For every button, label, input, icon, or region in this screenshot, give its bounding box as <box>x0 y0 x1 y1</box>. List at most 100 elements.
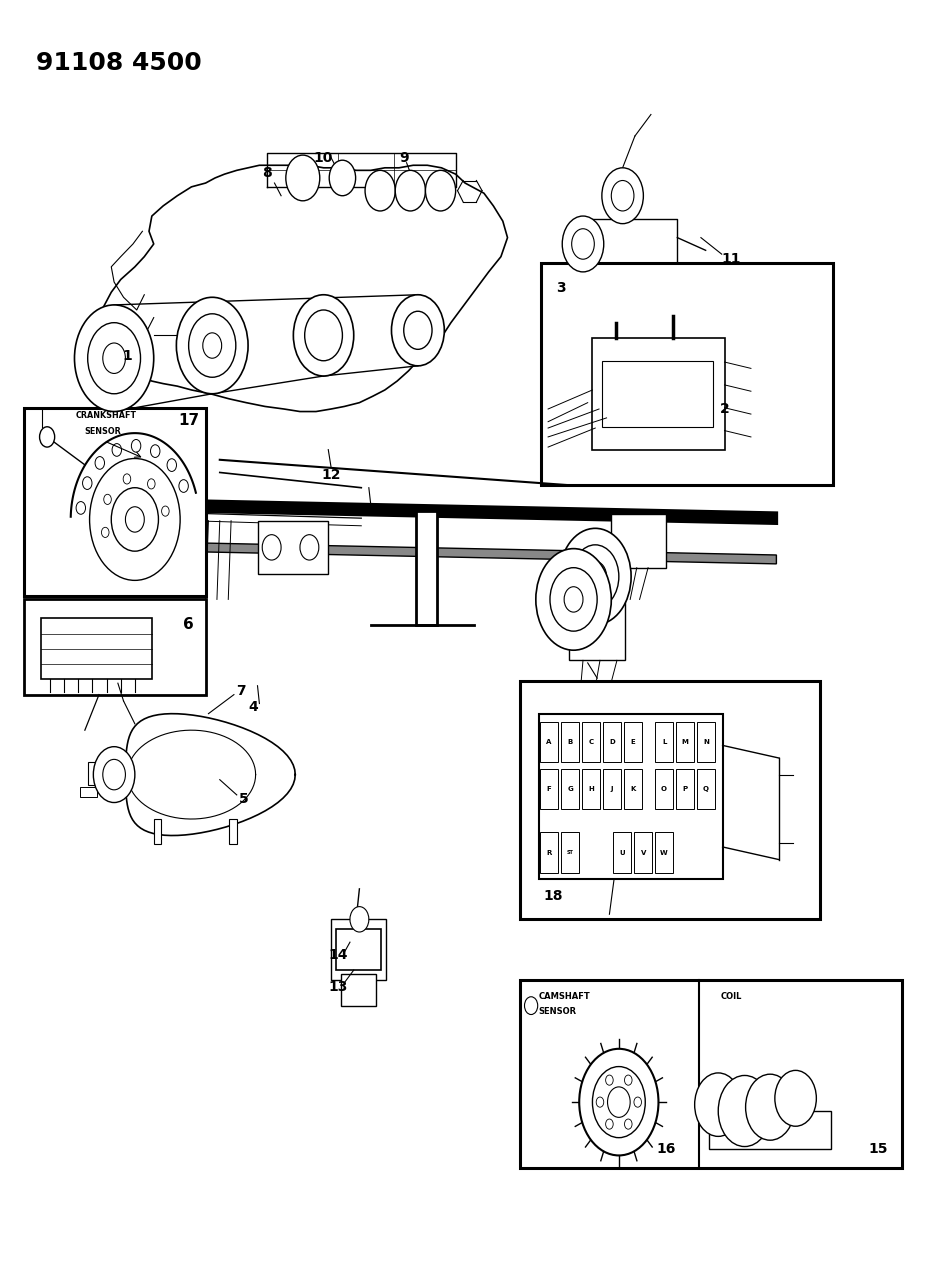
Circle shape <box>579 1049 659 1155</box>
Bar <box>520 980 902 1168</box>
Circle shape <box>177 297 248 394</box>
Bar <box>80 787 97 797</box>
Bar <box>582 722 600 762</box>
Text: R: R <box>547 849 551 856</box>
Text: CAMSHAFT: CAMSHAFT <box>539 992 590 1001</box>
Text: U: U <box>620 849 625 856</box>
Circle shape <box>103 495 111 505</box>
Bar <box>655 722 673 762</box>
Circle shape <box>262 534 281 560</box>
Circle shape <box>624 1075 632 1085</box>
Circle shape <box>365 171 395 210</box>
Circle shape <box>350 907 369 932</box>
Circle shape <box>93 747 135 802</box>
Text: 6: 6 <box>183 617 194 632</box>
Circle shape <box>718 1075 772 1146</box>
Polygon shape <box>168 542 776 564</box>
Circle shape <box>102 760 125 789</box>
Text: 1: 1 <box>122 348 132 362</box>
Bar <box>416 510 437 625</box>
Bar <box>709 1111 831 1149</box>
Circle shape <box>111 488 158 551</box>
Circle shape <box>161 506 169 516</box>
Circle shape <box>571 228 594 259</box>
Bar <box>540 833 558 873</box>
Circle shape <box>102 528 109 538</box>
Text: B: B <box>568 740 572 745</box>
Polygon shape <box>168 500 776 523</box>
Text: 18: 18 <box>544 890 563 904</box>
Circle shape <box>112 444 121 456</box>
Circle shape <box>403 311 432 349</box>
Bar <box>611 514 666 567</box>
Text: J: J <box>610 787 613 792</box>
Bar <box>603 769 621 810</box>
Bar <box>623 769 642 810</box>
Text: 91108 4500: 91108 4500 <box>36 51 201 75</box>
Bar <box>623 722 642 762</box>
Circle shape <box>607 1086 630 1117</box>
Circle shape <box>151 445 160 458</box>
Bar <box>331 919 386 980</box>
Text: 4: 4 <box>366 504 376 518</box>
Circle shape <box>203 333 222 358</box>
Circle shape <box>602 168 643 223</box>
Circle shape <box>76 501 85 514</box>
Text: E: E <box>630 740 635 745</box>
Circle shape <box>605 1119 613 1130</box>
Bar <box>561 769 579 810</box>
Bar <box>41 618 152 680</box>
Circle shape <box>305 310 343 361</box>
Circle shape <box>300 534 319 560</box>
Circle shape <box>425 171 456 210</box>
Bar <box>561 722 579 762</box>
Circle shape <box>293 295 354 376</box>
Text: A: A <box>547 740 551 745</box>
Text: 2: 2 <box>719 402 730 416</box>
Circle shape <box>559 528 631 625</box>
Circle shape <box>40 427 55 448</box>
Text: N: N <box>703 740 709 745</box>
Circle shape <box>131 440 140 453</box>
Circle shape <box>562 215 604 272</box>
Circle shape <box>87 323 140 394</box>
Text: C: C <box>588 740 593 745</box>
Bar <box>336 929 381 970</box>
Text: COIL: COIL <box>720 992 741 1001</box>
Bar <box>613 833 631 873</box>
Text: 5: 5 <box>238 792 249 806</box>
Text: D: D <box>609 740 615 745</box>
Circle shape <box>89 459 180 580</box>
Circle shape <box>395 171 425 210</box>
Bar <box>655 833 673 873</box>
Text: 3: 3 <box>556 282 567 296</box>
Bar <box>24 599 206 695</box>
Text: 9: 9 <box>399 150 409 164</box>
Text: 8: 8 <box>262 166 271 180</box>
Bar <box>592 338 724 450</box>
Text: 10: 10 <box>314 150 333 164</box>
Circle shape <box>550 567 597 631</box>
Circle shape <box>525 997 538 1015</box>
Text: V: V <box>641 849 646 856</box>
Circle shape <box>584 561 606 592</box>
Circle shape <box>95 456 104 469</box>
Text: 4: 4 <box>248 700 258 714</box>
Text: H: H <box>588 787 594 792</box>
Bar <box>87 762 114 784</box>
Bar <box>539 714 722 878</box>
Bar <box>568 599 625 660</box>
Text: W: W <box>661 849 668 856</box>
Text: 12: 12 <box>322 468 341 482</box>
Circle shape <box>189 314 235 377</box>
Circle shape <box>102 343 125 374</box>
Circle shape <box>571 544 619 608</box>
Circle shape <box>596 1096 604 1107</box>
Circle shape <box>695 1074 742 1136</box>
Text: 17: 17 <box>178 413 199 428</box>
Text: 11: 11 <box>721 252 741 266</box>
Bar <box>602 361 714 427</box>
Circle shape <box>329 161 356 196</box>
Circle shape <box>123 474 131 484</box>
Circle shape <box>125 506 144 532</box>
